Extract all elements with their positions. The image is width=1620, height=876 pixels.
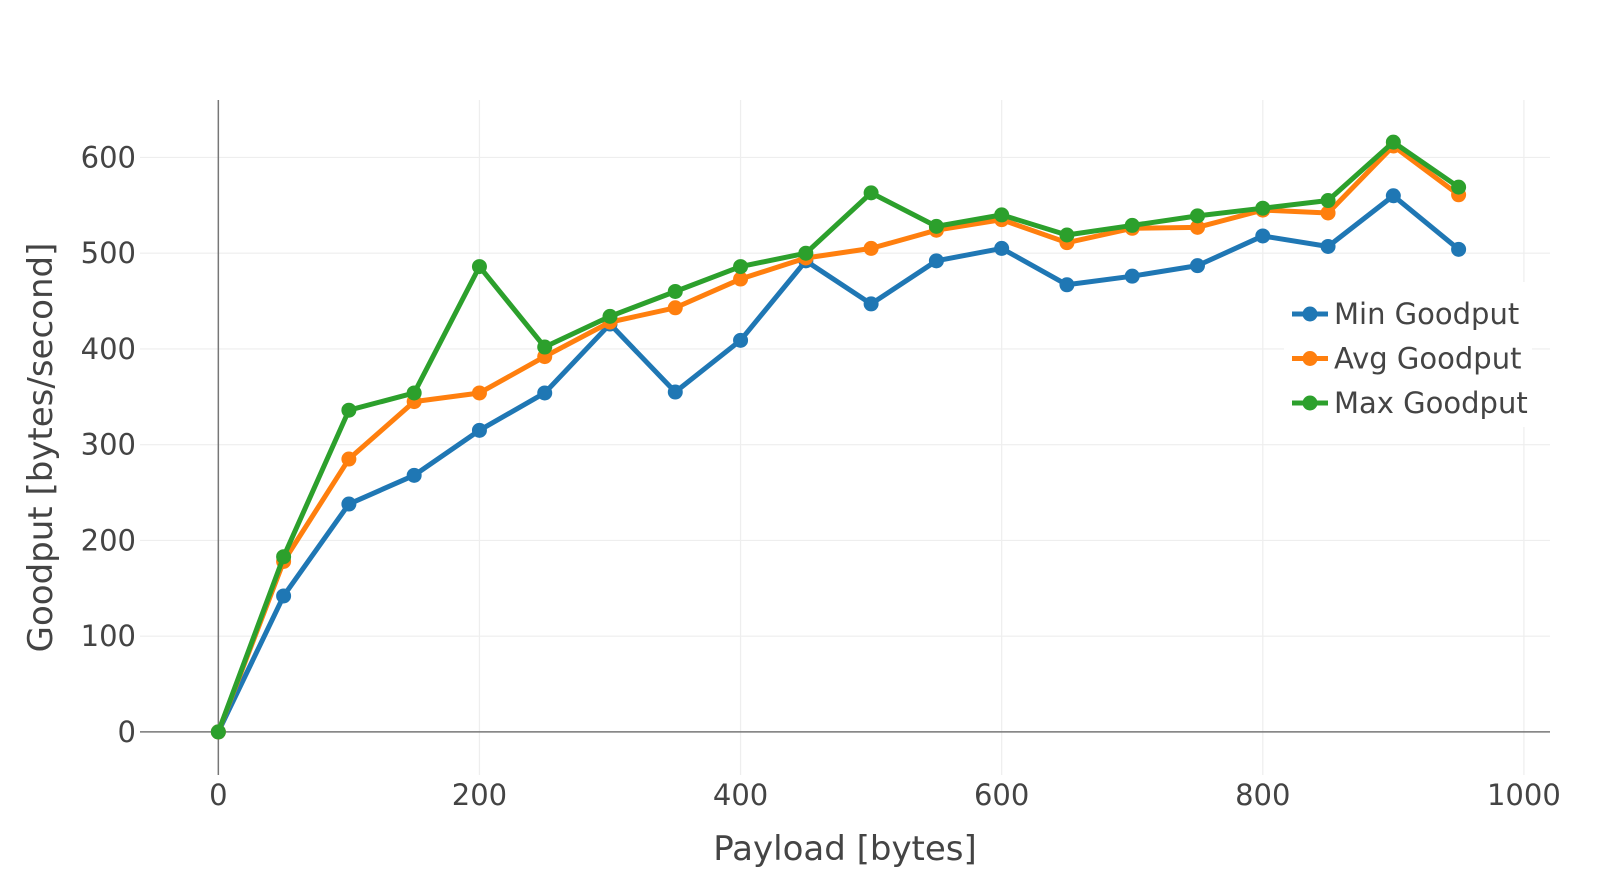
point-min-goodput-550 [928, 253, 944, 269]
point-avg-goodput-500 [863, 240, 879, 256]
point-max-goodput-800 [1255, 200, 1271, 216]
line-min-goodput [216, 193, 1461, 733]
point-max-goodput-700 [1124, 217, 1140, 233]
point-min-goodput-750 [1190, 258, 1205, 274]
point-max-goodput-250 [537, 339, 553, 355]
point-min-goodput-850 [1320, 238, 1336, 254]
point-min-goodput-250 [537, 385, 553, 401]
legend-label-min-goodput: Min Goodput [1334, 297, 1519, 331]
x-tick-label-0: 0 [209, 778, 227, 812]
point-min-goodput-50 [276, 588, 292, 604]
series-avg-goodput [210, 138, 1467, 740]
point-min-goodput-400 [733, 332, 749, 348]
point-min-goodput-800 [1255, 228, 1271, 244]
x-axis-title: Payload [bytes] [713, 829, 977, 869]
point-avg-goodput-750 [1190, 219, 1205, 235]
y-tick-label-0: 0 [118, 715, 136, 749]
x-tick-label-1000: 1000 [1487, 778, 1561, 812]
point-max-goodput-850 [1320, 193, 1336, 209]
line-max-goodput [215, 139, 1461, 733]
point-max-goodput-150 [406, 385, 422, 401]
point-max-goodput-550 [928, 218, 944, 234]
point-max-goodput-350 [667, 283, 683, 299]
point-min-goodput-600 [994, 240, 1010, 256]
x-tick-label-200: 200 [452, 778, 507, 812]
point-max-goodput-0 [210, 724, 226, 740]
point-max-goodput-200 [471, 259, 487, 275]
point-max-goodput-950 [1451, 179, 1467, 195]
x-tick-label-600: 600 [974, 778, 1029, 812]
series-min-goodput [210, 188, 1467, 740]
line-avg-goodput [215, 143, 1461, 733]
point-avg-goodput-200 [471, 385, 487, 401]
point-max-goodput-500 [863, 185, 879, 201]
y-tick-label-400: 400 [81, 332, 136, 366]
point-min-goodput-700 [1124, 268, 1140, 284]
legend-label-avg-goodput: Avg Goodput [1334, 342, 1521, 376]
series-lines [210, 134, 1467, 740]
legend-marker-max-goodput [1302, 395, 1318, 411]
x-tick-label-400: 400 [713, 778, 768, 812]
point-avg-goodput-400 [733, 271, 749, 287]
point-max-goodput-50 [276, 549, 292, 565]
y-tick-label-300: 300 [81, 428, 136, 462]
point-min-goodput-900 [1385, 188, 1401, 204]
y-tick-label-500: 500 [81, 236, 136, 270]
point-min-goodput-950 [1451, 241, 1467, 257]
point-min-goodput-200 [471, 422, 487, 438]
point-avg-goodput-100 [341, 451, 357, 467]
point-max-goodput-650 [1059, 227, 1075, 243]
point-avg-goodput-850 [1320, 205, 1336, 221]
legend-marker-min-goodput [1302, 306, 1318, 322]
point-max-goodput-450 [798, 245, 814, 261]
legend: Min Goodput Avg Goodput Max Goodput [1284, 282, 1532, 427]
point-avg-goodput-350 [667, 300, 683, 316]
y-tick-label-100: 100 [81, 619, 136, 653]
y-tick-label-200: 200 [81, 523, 136, 557]
axes [140, 100, 1550, 775]
point-max-goodput-900 [1385, 134, 1401, 150]
point-max-goodput-600 [994, 207, 1010, 223]
point-min-goodput-100 [341, 496, 357, 512]
y-tick-label-600: 600 [81, 140, 136, 174]
y-axis-title: Goodput [bytes/second] [21, 243, 61, 653]
tick-labels: 0 100 200 300 400 500 600 0 200 400 600 800 1000 [81, 140, 1561, 812]
x-tick-label-800: 800 [1235, 778, 1290, 812]
point-min-goodput-150 [406, 467, 422, 483]
legend-marker-avg-goodput [1302, 351, 1318, 366]
legend-label-max-goodput: Max Goodput [1334, 386, 1528, 420]
point-max-goodput-300 [602, 308, 618, 324]
point-min-goodput-350 [667, 384, 683, 400]
point-max-goodput-750 [1190, 208, 1205, 224]
point-max-goodput-400 [733, 259, 749, 275]
point-min-goodput-500 [863, 296, 879, 312]
point-min-goodput-650 [1059, 277, 1075, 293]
point-max-goodput-100 [341, 402, 357, 418]
series-max-goodput [210, 134, 1467, 740]
